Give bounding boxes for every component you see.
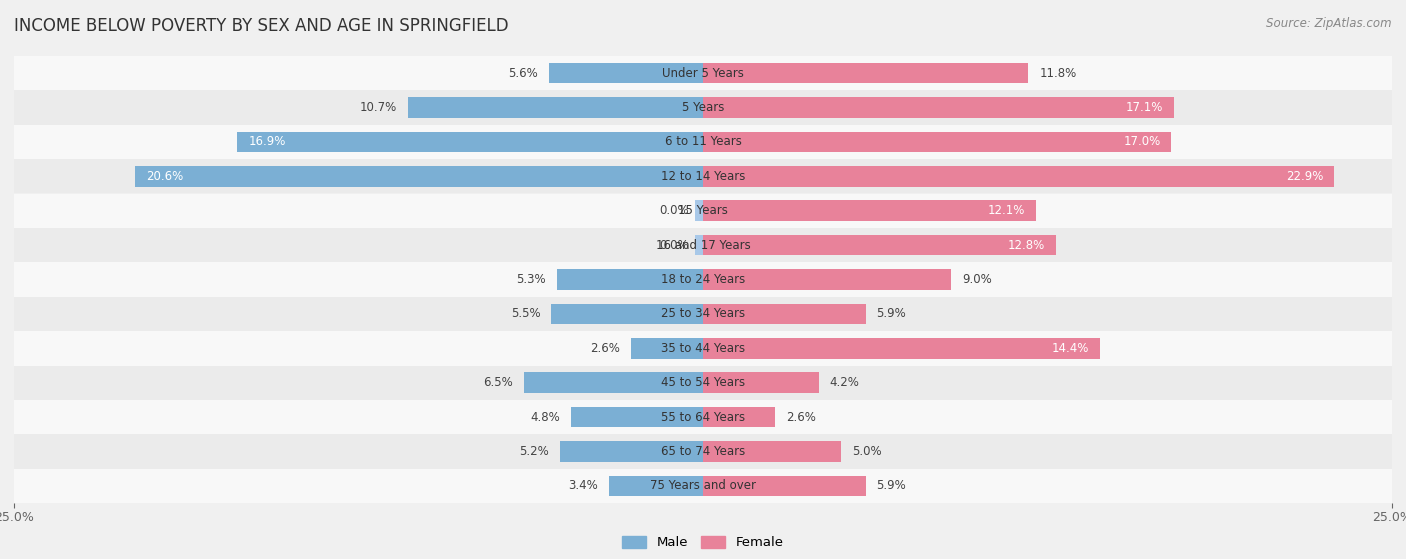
Text: 0.0%: 0.0% — [659, 239, 689, 252]
Bar — [703, 269, 950, 290]
Text: 6.5%: 6.5% — [484, 376, 513, 389]
Text: 15 Years: 15 Years — [678, 204, 728, 217]
Bar — [14, 366, 1392, 400]
Text: 5.5%: 5.5% — [510, 307, 540, 320]
Bar — [14, 193, 1392, 228]
Bar — [14, 468, 1392, 503]
Text: 17.1%: 17.1% — [1126, 101, 1163, 114]
Bar — [631, 338, 703, 359]
Bar — [14, 56, 1392, 91]
Text: 20.6%: 20.6% — [146, 170, 184, 183]
Text: 18 to 24 Years: 18 to 24 Years — [661, 273, 745, 286]
Bar — [703, 63, 1028, 83]
Bar — [238, 131, 703, 152]
Bar — [703, 441, 841, 462]
Bar — [408, 97, 703, 118]
Text: 16 and 17 Years: 16 and 17 Years — [655, 239, 751, 252]
Text: 25 to 34 Years: 25 to 34 Years — [661, 307, 745, 320]
Bar — [548, 63, 703, 83]
Bar — [703, 372, 818, 393]
Bar — [524, 372, 703, 393]
Legend: Male, Female: Male, Female — [617, 530, 789, 555]
Text: Under 5 Years: Under 5 Years — [662, 67, 744, 79]
Bar — [703, 476, 866, 496]
Bar — [14, 125, 1392, 159]
Bar — [695, 200, 703, 221]
Text: 5.2%: 5.2% — [519, 445, 548, 458]
Text: 45 to 54 Years: 45 to 54 Years — [661, 376, 745, 389]
Text: 9.0%: 9.0% — [962, 273, 991, 286]
Text: 35 to 44 Years: 35 to 44 Years — [661, 342, 745, 355]
Bar — [703, 235, 1056, 255]
Text: 5.9%: 5.9% — [876, 480, 907, 492]
Text: 12.8%: 12.8% — [1008, 239, 1045, 252]
Bar — [14, 331, 1392, 366]
Bar — [609, 476, 703, 496]
Bar — [703, 407, 775, 428]
Text: 17.0%: 17.0% — [1123, 135, 1160, 148]
Bar — [14, 434, 1392, 468]
Text: 14.4%: 14.4% — [1052, 342, 1088, 355]
Text: 4.2%: 4.2% — [830, 376, 859, 389]
Bar — [551, 304, 703, 324]
Bar — [571, 407, 703, 428]
Text: Source: ZipAtlas.com: Source: ZipAtlas.com — [1267, 17, 1392, 30]
Text: 3.4%: 3.4% — [568, 480, 599, 492]
Bar — [703, 166, 1334, 187]
Bar — [703, 200, 1036, 221]
Text: 22.9%: 22.9% — [1285, 170, 1323, 183]
Bar — [14, 91, 1392, 125]
Bar — [560, 441, 703, 462]
Bar — [703, 304, 866, 324]
Text: 55 to 64 Years: 55 to 64 Years — [661, 411, 745, 424]
Text: 5.9%: 5.9% — [876, 307, 907, 320]
Text: 2.6%: 2.6% — [786, 411, 815, 424]
Text: INCOME BELOW POVERTY BY SEX AND AGE IN SPRINGFIELD: INCOME BELOW POVERTY BY SEX AND AGE IN S… — [14, 17, 509, 35]
Bar — [14, 228, 1392, 262]
Bar — [135, 166, 703, 187]
Text: 10.7%: 10.7% — [360, 101, 396, 114]
Text: 12 to 14 Years: 12 to 14 Years — [661, 170, 745, 183]
Bar — [14, 297, 1392, 331]
Text: 5.0%: 5.0% — [852, 445, 882, 458]
Text: 16.9%: 16.9% — [249, 135, 285, 148]
Text: 6 to 11 Years: 6 to 11 Years — [665, 135, 741, 148]
Text: 2.6%: 2.6% — [591, 342, 620, 355]
Text: 0.0%: 0.0% — [659, 204, 689, 217]
Bar — [695, 235, 703, 255]
Text: 75 Years and over: 75 Years and over — [650, 480, 756, 492]
Bar — [703, 131, 1171, 152]
Text: 5.6%: 5.6% — [508, 67, 537, 79]
Bar — [557, 269, 703, 290]
Text: 5 Years: 5 Years — [682, 101, 724, 114]
Text: 11.8%: 11.8% — [1039, 67, 1077, 79]
Bar — [703, 97, 1174, 118]
Bar — [703, 338, 1099, 359]
Bar — [14, 262, 1392, 297]
Bar — [14, 159, 1392, 193]
Bar — [14, 400, 1392, 434]
Text: 12.1%: 12.1% — [988, 204, 1025, 217]
Text: 5.3%: 5.3% — [516, 273, 546, 286]
Text: 4.8%: 4.8% — [530, 411, 560, 424]
Text: 65 to 74 Years: 65 to 74 Years — [661, 445, 745, 458]
